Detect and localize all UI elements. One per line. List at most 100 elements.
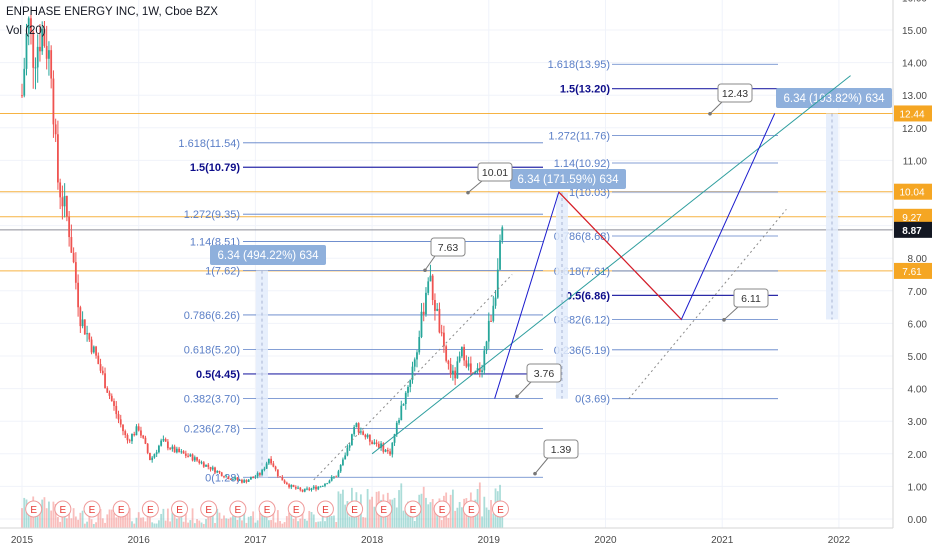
- candle-body: [436, 308, 439, 311]
- volume-bar: [254, 522, 257, 528]
- volume-bar: [236, 519, 239, 528]
- candle-body: [137, 426, 140, 431]
- fib-level-label: 1.5(13.20): [560, 84, 610, 96]
- candle-body: [501, 227, 504, 241]
- volume-bar: [241, 520, 243, 528]
- volume-bar: [122, 515, 124, 528]
- candle-body: [409, 379, 412, 387]
- candle-body: [133, 433, 136, 436]
- measure-label: 6.34 (103.82%) 634: [783, 93, 885, 105]
- earnings-icon[interactable]: [491, 500, 509, 518]
- volume-bar: [119, 510, 122, 528]
- measure-label: 6.34 (171.59%) 634: [517, 174, 619, 186]
- volume-bar: [301, 509, 304, 528]
- candle-body: [252, 477, 255, 479]
- candle-body: [238, 479, 241, 481]
- callout-box[interactable]: [477, 162, 513, 182]
- volume-bar: [97, 511, 100, 528]
- candle-body: [404, 392, 407, 404]
- time-axis[interactable]: 2015 2016 2017 2018 2019 2020 2021 2022: [0, 527, 932, 550]
- earnings-icon[interactable]: [375, 500, 393, 518]
- volume-bar: [205, 519, 207, 528]
- volume-bar: [274, 522, 277, 528]
- candle-body: [357, 423, 360, 433]
- callout-box[interactable]: [543, 439, 579, 459]
- volume-bar: [315, 522, 317, 528]
- price-axis[interactable]: 0.001.002.003.004.005.006.007.008.009.00…: [892, 0, 932, 528]
- candle-body: [74, 262, 77, 283]
- volume-bar: [342, 489, 344, 528]
- volume-bar: [252, 511, 255, 528]
- volume-bar: [74, 516, 77, 528]
- price-marker[interactable]: [894, 105, 932, 122]
- earnings-icon[interactable]: [258, 500, 276, 518]
- candle-body: [274, 466, 277, 470]
- volume-bar: [303, 518, 306, 528]
- projection-down-leg[interactable]: [558, 191, 682, 320]
- volume-bar: [285, 516, 288, 528]
- volume-bar: [61, 508, 64, 528]
- candle-body: [279, 476, 281, 478]
- callout-box[interactable]: [526, 363, 562, 383]
- callout-box[interactable]: [733, 288, 769, 308]
- earnings-icon[interactable]: [462, 500, 480, 518]
- volume-bar: [27, 508, 30, 528]
- earnings-icon[interactable]: [316, 500, 334, 518]
- candle-body: [393, 434, 396, 443]
- earnings-icon[interactable]: [54, 500, 72, 518]
- candle-body: [283, 480, 286, 483]
- price-marker-label: 7.61: [902, 267, 922, 278]
- price-marker[interactable]: [894, 262, 932, 279]
- price-marker[interactable]: [894, 208, 932, 225]
- earnings-icon[interactable]: [171, 500, 189, 518]
- earnings-icon[interactable]: [141, 500, 159, 518]
- earnings-icon[interactable]: [200, 500, 218, 518]
- callout-label: 10.01: [482, 167, 508, 179]
- trend-dotted-line[interactable]: [628, 208, 787, 400]
- price-marker[interactable]: [894, 183, 932, 200]
- volume-bar: [398, 490, 400, 528]
- candle-body: [346, 447, 349, 456]
- candle-body: [301, 489, 304, 492]
- earnings-icon[interactable]: [112, 500, 130, 518]
- callout-label: 12.43: [722, 88, 748, 100]
- callouts[interactable]: 10.01 7.63 3.76 1.39 12.43 6.11: [423, 83, 769, 476]
- candle-body: [416, 352, 418, 360]
- earnings-icon[interactable]: [229, 500, 247, 518]
- candle-body: [294, 486, 297, 489]
- current-price-marker[interactable]: [894, 221, 932, 238]
- price-range-measures[interactable]: 6.34 (494.22%) 634 6.34 (171.59%) 634 6.34…: [210, 88, 892, 478]
- earnings-icon[interactable]: [433, 500, 451, 518]
- callout-box[interactable]: [430, 237, 466, 257]
- volume-indicator-label[interactable]: Vol (20): [6, 25, 46, 37]
- trend-channel-line[interactable]: [371, 75, 851, 455]
- volume-bar: [43, 497, 46, 528]
- earnings-icon[interactable]: [83, 500, 101, 518]
- candle-body: [337, 471, 340, 477]
- earnings-icon[interactable]: [346, 500, 364, 518]
- volume-bar: [160, 513, 163, 528]
- earnings-icon[interactable]: [287, 500, 305, 518]
- fibonacci-levels[interactable]: 1.618(11.54)1.5(10.79)1.272(9.35)1.14(8.…: [178, 59, 778, 484]
- volume-bar: [57, 516, 59, 528]
- candle-body: [128, 440, 131, 442]
- measure-label-box: [210, 245, 326, 265]
- volume-bar: [229, 517, 232, 528]
- callout-box[interactable]: [717, 83, 753, 103]
- volume-bar: [333, 515, 335, 528]
- candle-body: [342, 459, 344, 465]
- earnings-icon[interactable]: [404, 500, 422, 518]
- candle-body: [232, 479, 234, 481]
- volume-bar: [113, 513, 115, 528]
- earnings-label: E: [264, 505, 271, 516]
- candle-body: [400, 405, 403, 421]
- candle-body: [420, 311, 423, 337]
- candle-body: [243, 480, 246, 483]
- volume-bar: [187, 522, 189, 528]
- candle-body: [355, 423, 358, 427]
- trend-lines[interactable]: [313, 75, 851, 481]
- earnings-icon[interactable]: [25, 500, 43, 518]
